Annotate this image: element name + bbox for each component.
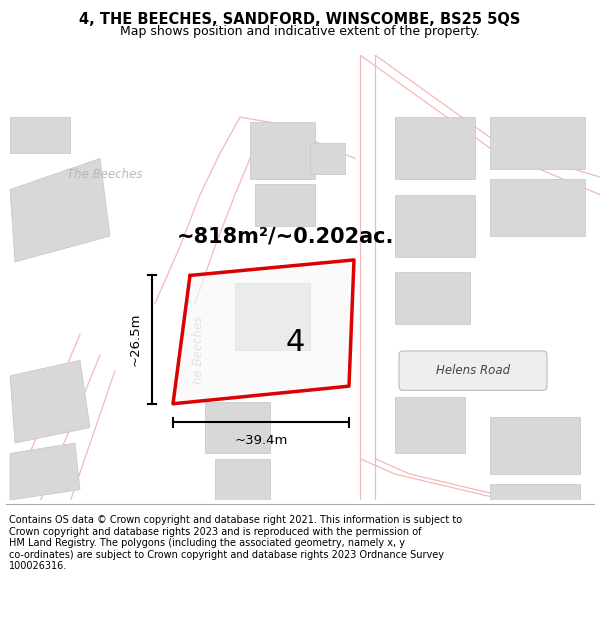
Text: 4, THE BEECHES, SANDFORD, WINSCOMBE, BS25 5QS: 4, THE BEECHES, SANDFORD, WINSCOMBE, BS2… — [79, 12, 521, 27]
Bar — [10, 117, 70, 153]
Text: ~818m²/~0.202ac.: ~818m²/~0.202ac. — [176, 226, 394, 246]
Bar — [215, 459, 270, 500]
Bar — [490, 418, 580, 474]
Polygon shape — [173, 260, 354, 404]
Bar — [490, 484, 580, 526]
Bar — [490, 179, 585, 236]
Bar — [235, 282, 310, 350]
Text: Helens Road: Helens Road — [436, 364, 510, 377]
Text: ~26.5m: ~26.5m — [129, 313, 142, 366]
Bar — [395, 396, 465, 453]
Bar — [395, 117, 475, 179]
Bar — [395, 272, 470, 324]
Text: The Beeches: The Beeches — [67, 168, 143, 181]
Polygon shape — [10, 159, 110, 262]
Bar — [490, 117, 585, 169]
Bar — [395, 195, 475, 257]
FancyBboxPatch shape — [399, 351, 547, 390]
Bar — [310, 143, 345, 174]
Bar — [250, 122, 315, 179]
Text: he Beeches: he Beeches — [191, 316, 205, 384]
Text: Map shows position and indicative extent of the property.: Map shows position and indicative extent… — [120, 26, 480, 39]
Polygon shape — [10, 443, 80, 500]
Bar — [205, 402, 270, 453]
Text: 4: 4 — [286, 328, 305, 357]
Text: ~39.4m: ~39.4m — [235, 434, 287, 447]
Text: Contains OS data © Crown copyright and database right 2021. This information is : Contains OS data © Crown copyright and d… — [9, 515, 462, 571]
Polygon shape — [10, 360, 90, 443]
Bar — [255, 184, 315, 226]
